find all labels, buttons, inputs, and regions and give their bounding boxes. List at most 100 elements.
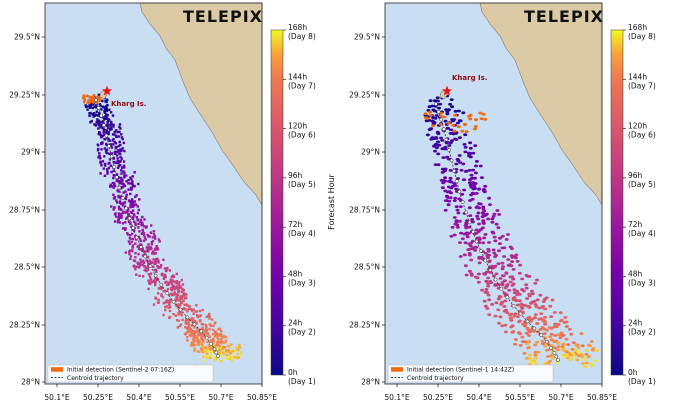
left-slick-particle [207, 314, 210, 318]
left-slick-particle [129, 222, 132, 225]
right-slick-particle [543, 336, 548, 339]
right-slick-particle [434, 146, 439, 150]
left-slick-particle [147, 260, 150, 263]
right-slick-particle [561, 342, 566, 346]
right-lat-tick-label: 28.5°N [354, 263, 380, 272]
right-centroid-point [439, 117, 444, 122]
right-slick-particle [580, 355, 585, 358]
right-slick-particle [435, 96, 440, 100]
left-slick-particle [177, 313, 180, 316]
left-slick-particle [137, 208, 140, 212]
left-slick-particle [101, 134, 104, 138]
left-slick-particle [126, 207, 130, 210]
right-slick-particle [549, 315, 554, 318]
right-slick-particle [502, 309, 507, 313]
left-slick-particle [216, 347, 219, 350]
left-slick-particle [153, 235, 157, 238]
right-slick-particle [465, 233, 470, 236]
right-slick-particle [486, 253, 491, 257]
left-slick-particle [107, 119, 110, 122]
right-centroid-point [511, 303, 516, 308]
right-slick-particle [469, 274, 474, 277]
right-slick-particle [503, 330, 508, 334]
left-slick-particle [123, 201, 127, 204]
left-slick-particle [119, 143, 122, 147]
left-slick-particle [193, 330, 196, 333]
right-slick-particle [458, 255, 463, 258]
right-lon-tick-label: 50.85°E [587, 393, 617, 402]
left-slick-particle [93, 105, 96, 109]
right-slick-particle [475, 214, 480, 218]
left-slick-particle [121, 212, 124, 215]
left-slick-particle [211, 350, 214, 353]
right-slick-particle [556, 342, 561, 345]
left-slick-particle [138, 262, 142, 266]
right-slick-particle [525, 326, 530, 330]
left-slick-particle [202, 355, 205, 358]
right-slick-particle [444, 141, 449, 145]
right-colorbar-tick-day: (Day 3) [628, 278, 656, 287]
right-slick-particle [453, 196, 458, 200]
left-slick-particle [217, 343, 220, 347]
left-slick-particle [180, 294, 184, 298]
left-slick-particle [124, 228, 127, 231]
right-slick-particle [474, 228, 479, 232]
left-slick-particle [213, 359, 216, 362]
left-slick-particle [150, 224, 153, 227]
left-colorbar: 168h(Day 8)144h(Day 7)120h(Day 6)96h(Day… [270, 23, 336, 386]
left-slick-particle [196, 350, 199, 353]
right-slick-particle [513, 338, 518, 341]
right-initial-detection-particle [473, 125, 478, 128]
left-slick-particle [147, 243, 150, 246]
right-slick-particle [459, 168, 464, 172]
right-legend-detection-swatch [391, 367, 403, 372]
left-slick-particle [136, 218, 139, 221]
left-slick-particle [131, 183, 134, 187]
left-slick-particle [117, 216, 120, 219]
left-slick-particle [193, 333, 196, 337]
left-slick-particle [168, 303, 171, 307]
right-slick-particle [477, 255, 482, 259]
right-slick-particle [539, 317, 544, 321]
left-slick-particle [120, 208, 123, 211]
left-slick-particle [141, 223, 144, 226]
left-slick-particle [197, 331, 201, 334]
right-lat-tick-label: 29°N [361, 148, 380, 157]
left-slick-particle [92, 112, 96, 115]
left-slick-particle [162, 290, 165, 293]
right-slick-particle [463, 145, 468, 149]
left-slick-particle [206, 332, 209, 335]
left-slick-particle [158, 266, 161, 269]
right-slick-particle [468, 178, 472, 182]
right-slick-particle [474, 164, 478, 168]
right-centroid-point [457, 189, 462, 194]
right-slick-particle [524, 283, 529, 287]
left-slick-particle [164, 275, 167, 279]
left-slick-particle [146, 255, 149, 258]
left-centroid-point [107, 144, 111, 148]
left-initial-detection-particle [82, 96, 85, 100]
left-slick-particle [212, 344, 216, 347]
left-slick-particle [132, 229, 136, 232]
right-lon-tick-label: 50.55°E [505, 393, 535, 402]
left-colorbar-tick-day: (Day 7) [288, 81, 316, 90]
left-slick-particle [132, 237, 135, 241]
right-slick-particle [453, 109, 458, 113]
left-slick-particle [120, 149, 123, 152]
left-slick-particle [104, 100, 107, 103]
left-slick-particle [153, 268, 156, 272]
right-map-frame [384, 2, 603, 385]
right-centroid-trajectory [434, 102, 560, 362]
right-colorbar-tick-hour: 120h [628, 122, 647, 131]
right-slick-particle [448, 132, 453, 135]
left-slick-particle [216, 336, 219, 339]
left-slick-particle [134, 252, 137, 255]
left-slick-particle [134, 242, 137, 245]
left-slick-particle [154, 282, 157, 285]
left-slick-particle [120, 133, 123, 136]
right-slick-particle [460, 192, 465, 196]
left-slick-particle [138, 198, 141, 201]
left-slick-particle [179, 312, 182, 315]
left-slick-particle [150, 280, 154, 284]
right-kharg-marker: Kharg Is. [439, 74, 487, 100]
